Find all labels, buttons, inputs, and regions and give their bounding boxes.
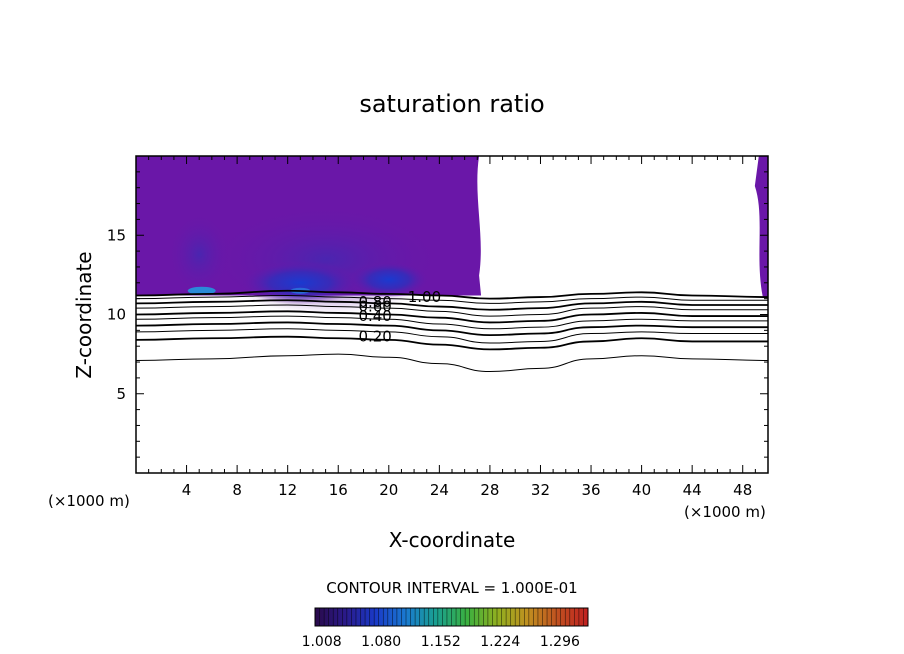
x-tick-label: 40 — [632, 481, 651, 499]
contour-line-0.1 — [136, 353, 768, 373]
contour-line-0.3 — [136, 328, 768, 344]
x-axis-label: X-coordinate — [389, 528, 516, 552]
colorbar-tick-label: 1.224 — [480, 634, 520, 650]
x-tick-label: 28 — [480, 481, 499, 499]
y-axis-label: Z-coordinate — [72, 251, 96, 378]
x-unit-left: (×1000 m) — [48, 492, 130, 510]
x-tick-label: 8 — [232, 481, 242, 499]
x-tick-label: 48 — [733, 481, 752, 499]
contour-line-0.8 — [136, 299, 768, 311]
contour-labels: 1.00 0.800.600.40 0.20 — [358, 288, 441, 346]
x-tick-label: 4 — [182, 481, 192, 499]
contour-line-0.5 — [136, 315, 768, 330]
saturation-core-1 — [240, 260, 361, 305]
contour-line-0.9 — [136, 294, 768, 304]
y-tick-label: 15 — [107, 226, 126, 244]
saturation-core-3 — [187, 286, 216, 295]
y-tick-label: 5 — [116, 385, 126, 403]
x-tick-label: 44 — [683, 481, 702, 499]
saturation-fill-layer — [136, 156, 768, 315]
x-unit-right: (×1000 m) — [684, 503, 766, 521]
x-axis-ticks: 4 8 12 16 20 24 28 32 36 40 44 48 — [148, 156, 756, 499]
x-tick-label: 16 — [329, 481, 348, 499]
contour-line-0.6 — [136, 310, 768, 324]
colorbar-tick-label: 1.080 — [361, 634, 401, 650]
colorbar-tick-label: 1.296 — [540, 634, 580, 650]
y-axis-ticks: 5 10 15 — [107, 171, 768, 458]
contour-label-0.60: 0.60 — [358, 298, 391, 316]
contour-interval-label: CONTOUR INTERVAL = 1.000E-01 — [326, 579, 577, 597]
contour-line-1.0 — [136, 289, 768, 300]
chart-title: saturation ratio — [359, 90, 544, 118]
x-tick-label: 12 — [278, 481, 297, 499]
contour-label-0.40: 0.40 — [358, 307, 391, 325]
contour-line-0.4 — [136, 321, 768, 337]
contour-label-0.80: 0.80 — [358, 293, 391, 311]
y-tick-label: 10 — [107, 306, 126, 324]
colorbar — [314, 607, 589, 627]
x-tick-label: 36 — [581, 481, 600, 499]
contour-lines — [136, 289, 768, 373]
saturation-core-2 — [348, 261, 429, 298]
x-tick-label: 32 — [531, 481, 550, 499]
contour-line-0.2 — [136, 335, 768, 351]
contour-label-0.20: 0.20 — [358, 328, 391, 346]
saturated-region-right — [754, 156, 768, 298]
colorbar-labels: 1.008 1.080 1.152 1.224 1.296 — [302, 634, 580, 650]
contour-label-1.00: 1.00 — [408, 288, 441, 306]
colorbar-tick-label: 1.152 — [421, 634, 461, 650]
x-tick-label: 24 — [430, 481, 449, 499]
contour-line-0.7 — [136, 304, 768, 317]
x-tick-label: 20 — [379, 481, 398, 499]
colorbar-tick-label: 1.008 — [302, 634, 342, 650]
saturation-shade-2 — [167, 212, 232, 297]
